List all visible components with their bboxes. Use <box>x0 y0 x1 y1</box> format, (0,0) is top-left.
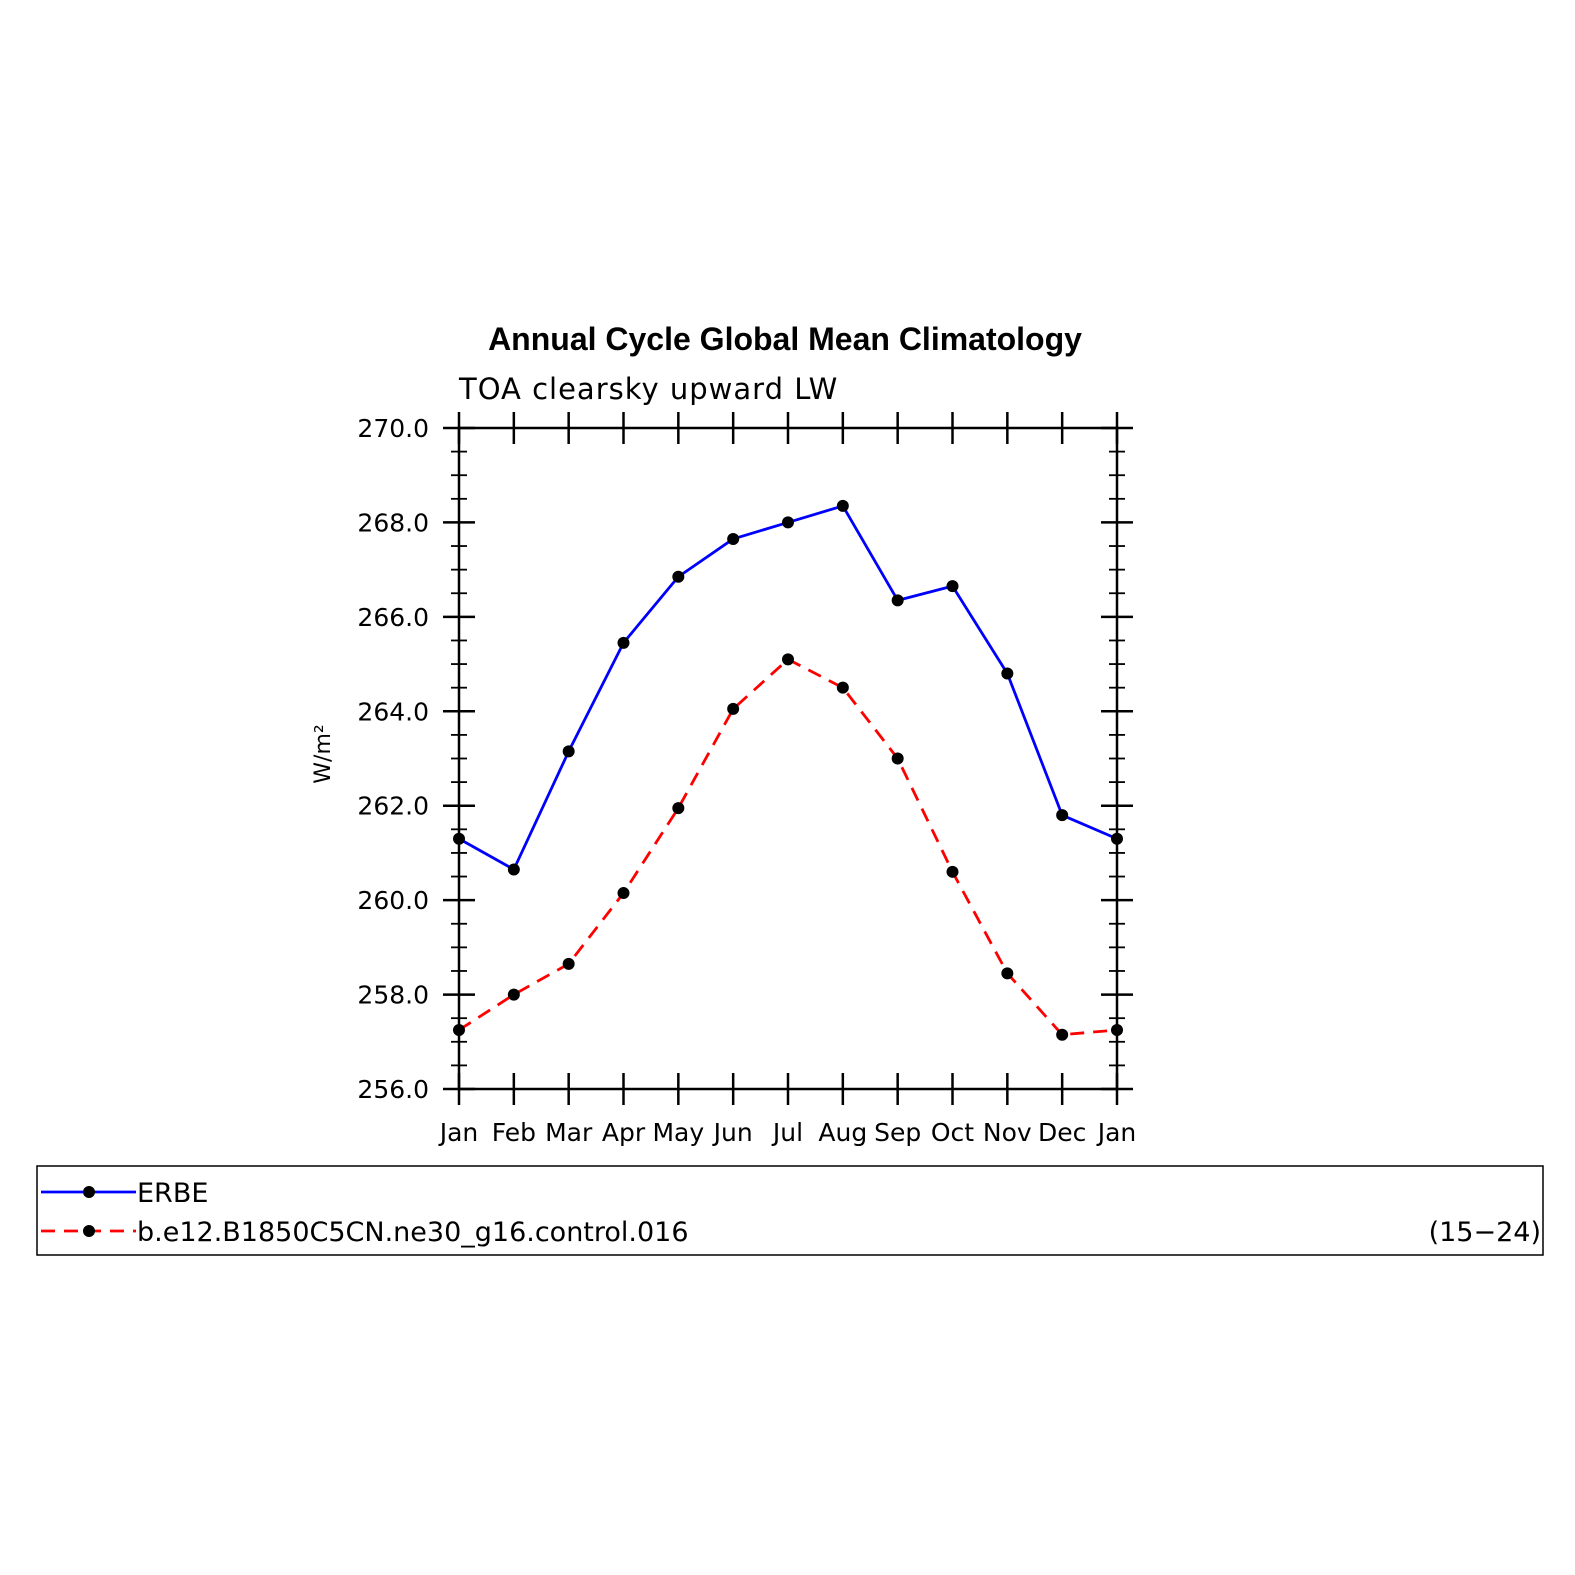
axes: Jan Feb Mar Apr May Jun Jul Aug Sep Oct Nov Dec Jan 2… <box>357 412 1136 1147</box>
series-layer <box>453 499 1123 1041</box>
y-tick-label: 264.0 <box>357 697 429 726</box>
y-tick-label: 268.0 <box>357 508 429 537</box>
series-0-point <box>836 499 849 512</box>
y-tick-label: 270.0 <box>357 414 429 443</box>
series-1-point <box>1001 967 1014 980</box>
x-tick-label: Aug <box>818 1118 867 1147</box>
legend-marker-0 <box>83 1186 95 1198</box>
legend-marker-1 <box>83 1225 95 1237</box>
series-1-point <box>946 865 959 878</box>
x-tick-label: Jan <box>1096 1118 1137 1147</box>
series-0-point <box>507 863 520 876</box>
y-tick-label: 258.0 <box>357 981 429 1010</box>
legend-box <box>36 1165 1544 1256</box>
y-tick-label: 262.0 <box>357 792 429 821</box>
series-0-point <box>1111 832 1123 845</box>
x-tick-label: Nov <box>983 1118 1032 1147</box>
legend-label-0: ERBE <box>137 1178 208 1209</box>
y-tick-label: 256.0 <box>357 1075 429 1104</box>
series-0-point <box>617 636 630 649</box>
series-0-point <box>562 745 575 758</box>
x-tick-label: Apr <box>602 1118 646 1147</box>
x-tick-label: Jun <box>712 1118 753 1147</box>
legend-label-1: b.e12.B1850C5CN.ne30_g16.control.016 <box>137 1217 689 1248</box>
y-tick-label: 266.0 <box>357 603 429 632</box>
chart-subtitle: TOA clearsky upward LW <box>458 372 838 406</box>
x-tick-label: Sep <box>874 1118 921 1147</box>
y-tick-label: 260.0 <box>357 886 429 915</box>
series-line-1 <box>458 657 1118 1037</box>
series-1-point <box>672 802 685 815</box>
series-1-point <box>507 988 520 1001</box>
series-line-0 <box>458 504 1118 871</box>
legend: ERBE b.e12.B1850C5CN.ne30_g16.control.016… <box>36 1165 1544 1256</box>
chart-title: Annual Cycle Global Mean Climatology <box>488 321 1082 357</box>
x-tick-label: Oct <box>931 1118 974 1147</box>
series-0-point <box>946 580 959 593</box>
x-tick-label: Mar <box>545 1118 593 1147</box>
series-0-point <box>672 570 685 583</box>
series-0-point <box>1056 809 1069 822</box>
series-0-point <box>891 594 904 607</box>
x-tick-label: May <box>652 1118 704 1147</box>
series-1-point <box>453 1023 465 1036</box>
y-axis-label: W/m² <box>311 724 336 783</box>
series-0-point <box>1001 667 1014 680</box>
series-1-point <box>727 702 740 715</box>
series-1-point <box>1111 1023 1123 1036</box>
series-1-point <box>562 957 575 970</box>
x-tick-label: Jan <box>438 1118 479 1147</box>
series-0-point <box>453 832 465 845</box>
series-1-point <box>836 681 849 694</box>
x-tick-label: Dec <box>1038 1118 1086 1147</box>
x-tick-label: Jul <box>771 1118 803 1147</box>
legend-note: (15−24) <box>1429 1217 1541 1248</box>
series-1-point <box>782 653 794 666</box>
series-1-point <box>617 887 630 900</box>
series-1-point <box>891 752 904 765</box>
x-tick-label: Feb <box>492 1118 536 1147</box>
series-1-point <box>1056 1028 1069 1041</box>
series-0-point <box>782 516 794 529</box>
series-0-point <box>727 532 740 545</box>
